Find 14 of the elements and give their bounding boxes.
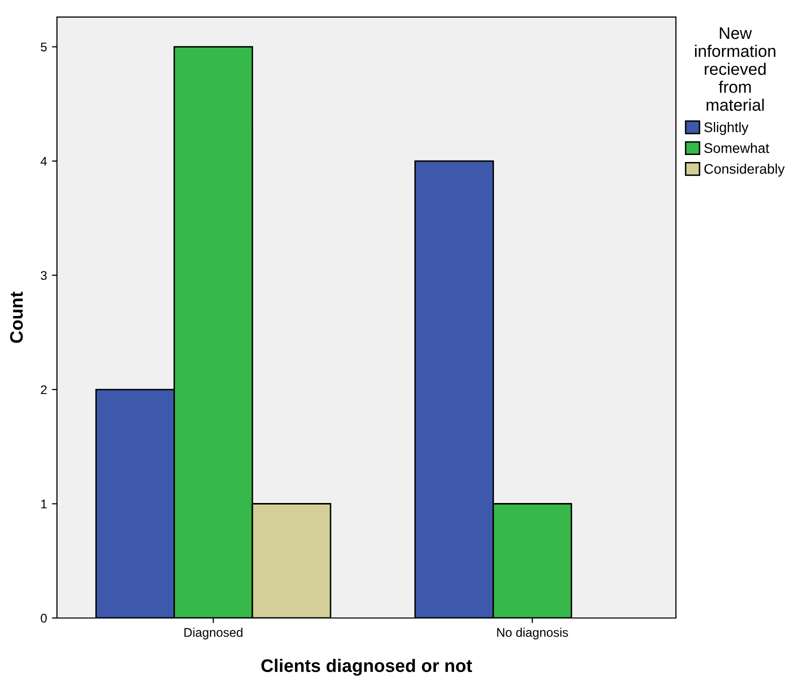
legend-label: Slightly [704, 122, 748, 135]
y-tick-label: 2 [40, 385, 47, 394]
legend-label: Considerably [704, 164, 785, 177]
y-tick-label: 3 [40, 271, 47, 280]
y-tick-label: 1 [41, 500, 47, 508]
legend-label: Somewhat [704, 142, 770, 154]
x-tick-label: Diagnosed [184, 628, 242, 640]
x-tick-label: No diagnosis [497, 628, 568, 640]
y-axis-title: Count [10, 292, 23, 343]
y-tick-label: 0 [40, 614, 47, 623]
legend-title: New information recieved from material [695, 27, 776, 111]
y-tick-label: 4 [40, 156, 47, 166]
x-axis-title: Clients diagnosed or not [261, 658, 472, 676]
y-tick-label: 5 [40, 42, 47, 52]
